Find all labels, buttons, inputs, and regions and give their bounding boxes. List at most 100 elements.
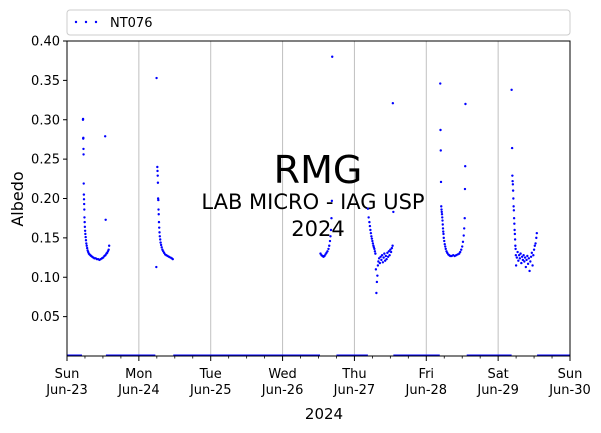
data-point <box>518 257 522 260</box>
data-point <box>370 237 374 240</box>
data-point <box>440 210 443 214</box>
legend-marker-dot <box>74 20 78 24</box>
data-point <box>85 246 89 250</box>
data-point <box>159 243 163 247</box>
data-point <box>386 251 389 255</box>
x-tick-date: Jun-28 <box>405 383 448 398</box>
x-tick-day: Thu <box>341 367 366 382</box>
data-point <box>373 250 377 253</box>
data-point <box>380 258 383 262</box>
data-point <box>371 242 375 245</box>
data-point <box>462 234 465 237</box>
data-point <box>377 257 381 260</box>
data-point <box>85 244 88 247</box>
data-point <box>157 198 160 202</box>
data-point <box>524 265 528 269</box>
data-point <box>156 169 159 173</box>
data-point <box>159 241 162 244</box>
data-point <box>171 257 174 261</box>
data-point <box>514 247 517 251</box>
data-point <box>389 248 392 251</box>
data-point <box>84 235 87 239</box>
data-point <box>463 216 466 220</box>
x-tick-date: Jun-27 <box>333 383 376 398</box>
data-point <box>441 223 444 226</box>
data-point <box>515 256 519 259</box>
legend-entry-nt076: NT076 <box>110 16 152 31</box>
data-point <box>156 181 160 184</box>
data-point <box>440 208 443 211</box>
data-point <box>532 248 536 251</box>
x-tick-date: Jun-30 <box>548 383 591 398</box>
data-point <box>442 230 445 233</box>
data-point <box>371 239 374 243</box>
data-point <box>384 254 388 258</box>
data-point <box>369 228 372 232</box>
data-point <box>330 216 333 220</box>
data-point <box>368 224 372 228</box>
data-point <box>374 252 377 255</box>
data-point <box>512 209 516 212</box>
data-point <box>81 117 85 121</box>
data-point <box>380 254 384 257</box>
data-point <box>523 260 526 263</box>
data-point <box>82 147 85 151</box>
data-point <box>382 256 385 259</box>
data-point <box>521 258 525 262</box>
data-point <box>526 262 530 266</box>
y-tick-label: 0.15 <box>31 231 60 246</box>
data-point <box>392 210 395 214</box>
data-point <box>525 258 528 262</box>
data-point <box>327 247 330 251</box>
data-point <box>520 255 524 258</box>
data-point <box>375 280 379 284</box>
y-axis-label: Albedo <box>8 171 27 226</box>
x-tick-day: Sat <box>487 367 508 382</box>
data-point <box>155 76 158 80</box>
y-axis-ticks: 0.05 0.10 0.15 0.20 0.25 0.30 0.35 0.40 <box>31 35 67 325</box>
x-tick-day: Mon <box>125 367 152 382</box>
data-point <box>514 244 517 247</box>
data-point <box>376 264 380 267</box>
data-point <box>463 227 466 230</box>
data-point <box>368 220 371 224</box>
y-tick-label: 0.10 <box>31 271 60 286</box>
data-point <box>531 264 534 267</box>
data-point <box>443 239 446 243</box>
data-point <box>520 261 523 265</box>
data-point <box>510 88 513 92</box>
data-point <box>439 128 442 132</box>
data-point <box>441 216 444 219</box>
legend-marker-dot <box>94 20 98 24</box>
data-point <box>82 193 86 196</box>
data-point <box>528 269 531 273</box>
x-tick-date: Jun-23 <box>45 383 88 398</box>
data-point <box>83 225 87 229</box>
x-axis-label: 2024 <box>305 405 343 423</box>
data-point <box>157 220 161 224</box>
data-point <box>513 228 516 232</box>
data-point <box>514 264 518 267</box>
data-point <box>522 254 525 257</box>
data-point <box>83 220 86 224</box>
data-point <box>441 227 445 230</box>
data-point <box>511 183 515 186</box>
data-point <box>107 244 111 247</box>
data-point <box>329 228 333 232</box>
legend-box <box>66 9 571 36</box>
data-point <box>444 245 447 248</box>
data-point <box>391 102 395 105</box>
data-point <box>535 236 538 240</box>
legend-marker-dot <box>84 20 88 24</box>
data-point <box>517 254 521 257</box>
data-point <box>381 261 385 264</box>
data-point <box>513 238 517 241</box>
x-tick-date: Jun-24 <box>117 383 160 398</box>
data-point <box>444 247 447 251</box>
data-point <box>159 238 162 241</box>
data-point <box>329 235 332 238</box>
data-point <box>83 229 87 232</box>
data-point <box>443 242 446 246</box>
data-point <box>376 274 379 277</box>
data-point <box>511 179 514 183</box>
